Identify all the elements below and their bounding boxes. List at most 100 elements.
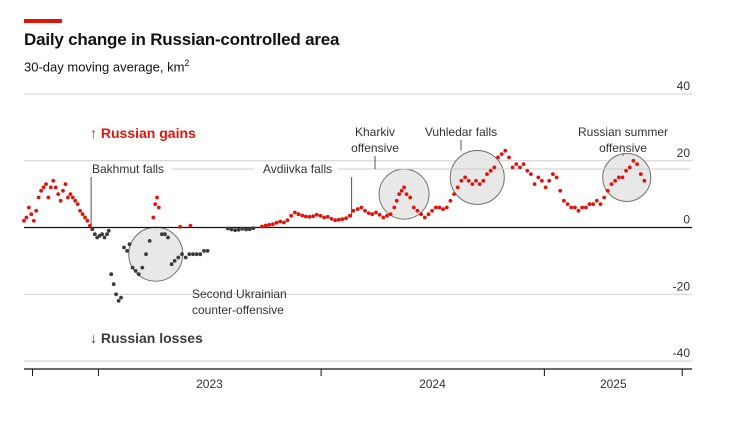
highlight-circle	[602, 152, 652, 202]
data-point	[180, 252, 184, 257]
data-point	[466, 178, 471, 183]
data-point	[307, 214, 312, 219]
legend-gains-label: ↑ Russian gains	[90, 125, 196, 141]
data-point	[355, 207, 360, 212]
data-point	[374, 210, 378, 215]
data-point	[127, 242, 132, 247]
data-point	[591, 202, 596, 207]
x-tick-label: 2023	[196, 377, 223, 391]
data-point	[314, 212, 319, 217]
annotation-bakhmut: Bakhmut falls	[92, 162, 164, 176]
data-point	[114, 292, 118, 297]
data-point	[620, 175, 625, 180]
data-point	[408, 195, 413, 200]
data-point	[88, 223, 92, 228]
data-point	[325, 214, 330, 219]
data-point	[573, 205, 577, 210]
data-point	[377, 212, 382, 217]
data-point	[437, 205, 442, 210]
data-point	[140, 265, 145, 270]
y-tick-labels: 40 20 0 -20 -40	[673, 79, 691, 360]
data-point	[289, 213, 294, 218]
data-point	[470, 182, 475, 187]
data-point	[34, 208, 39, 213]
data-point	[198, 252, 203, 257]
data-point	[236, 227, 241, 232]
data-point	[125, 249, 129, 253]
data-point	[340, 217, 345, 222]
data-point	[536, 175, 541, 180]
data-point	[51, 178, 56, 183]
data-point	[92, 232, 97, 237]
data-point	[41, 185, 46, 190]
data-point	[100, 232, 104, 237]
data-point	[426, 212, 431, 217]
data-point	[166, 235, 170, 240]
data-point	[584, 205, 588, 210]
data-point	[609, 182, 614, 187]
data-point	[56, 192, 61, 197]
data-point	[463, 175, 467, 180]
data-point	[58, 198, 63, 203]
data-point	[136, 272, 141, 277]
data-point	[388, 212, 393, 217]
annotation-vuhledar: Vuhledar falls	[425, 125, 497, 139]
data-point	[554, 175, 559, 180]
annotation-kharkiv-line1: Kharkiv	[355, 125, 395, 139]
data-point	[642, 178, 647, 183]
data-point	[565, 202, 570, 207]
data-point	[496, 155, 500, 160]
data-point	[153, 202, 158, 207]
data-point	[267, 222, 272, 227]
data-point	[244, 227, 249, 232]
data-point	[488, 168, 493, 173]
chart-subtitle: 30-day moving average, km2	[24, 58, 189, 74]
data-point	[169, 262, 174, 267]
data-point	[144, 252, 148, 257]
data-point	[282, 220, 286, 225]
data-point	[83, 215, 87, 220]
data-point	[404, 192, 409, 197]
data-point	[44, 182, 48, 187]
data-point	[187, 252, 192, 257]
data-point	[66, 195, 70, 200]
data-point	[459, 178, 464, 183]
data-point	[363, 208, 367, 213]
data-point	[63, 182, 68, 187]
data-point	[543, 185, 548, 190]
data-point	[75, 202, 80, 207]
data-point	[366, 211, 371, 216]
data-point	[627, 165, 632, 170]
data-point	[29, 212, 34, 217]
data-point	[397, 192, 402, 197]
x-axis: 2023 2024 2025	[24, 368, 692, 391]
data-point	[587, 202, 592, 207]
data-point	[271, 222, 275, 227]
data-point	[499, 152, 504, 157]
data-point	[296, 212, 301, 217]
data-point	[452, 192, 456, 197]
annotation-kharkiv-line2: offensive	[351, 141, 399, 155]
y-tick-label: 0	[683, 213, 690, 227]
data-point	[474, 178, 478, 183]
data-point	[260, 224, 264, 229]
data-point	[347, 213, 352, 218]
data-point	[70, 195, 75, 200]
data-point	[155, 195, 159, 200]
data-point	[518, 165, 522, 170]
chart-title: Daily change in Russian-controlled area	[24, 30, 340, 49]
data-point	[78, 208, 82, 213]
y-tick-label: -20	[673, 279, 691, 293]
data-point	[507, 155, 511, 160]
highlight-circle	[449, 149, 505, 205]
data-point	[430, 208, 434, 213]
annotation-summer-line2: offensive	[599, 141, 647, 155]
highlight-circle	[128, 226, 184, 282]
data-point	[616, 175, 621, 180]
data-point	[163, 232, 167, 237]
data-point	[133, 269, 138, 273]
data-point	[300, 213, 305, 218]
data-point	[594, 198, 599, 203]
data-point	[160, 232, 164, 237]
